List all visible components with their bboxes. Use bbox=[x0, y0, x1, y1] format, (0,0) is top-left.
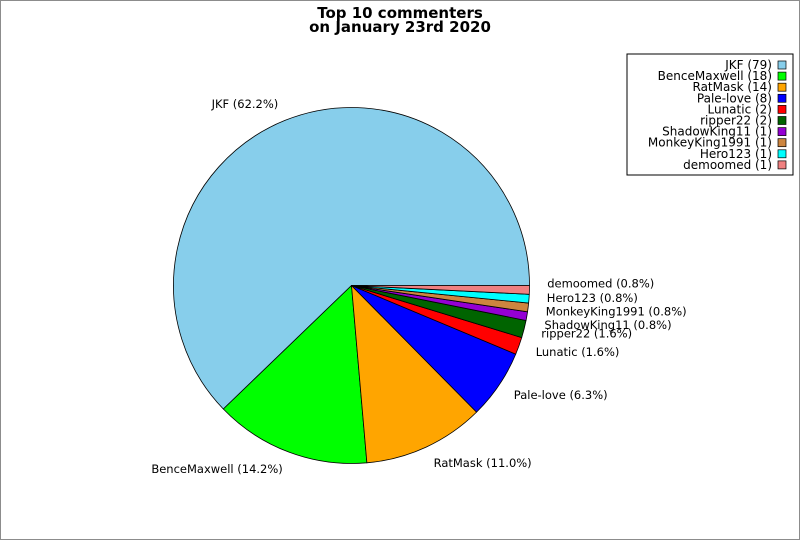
pie-slice-demoomed bbox=[351, 285, 530, 295]
legend-entry-demoomed: demoomed (1) bbox=[683, 158, 772, 172]
slice-labels: JKF (62.2%) BenceMaxwell (14.2%) RatMask (… bbox=[151, 97, 686, 476]
legend-entry-ripper22: ripper22 (2) bbox=[700, 114, 772, 128]
chart-title-line-1: Top 10 commenters bbox=[317, 4, 483, 22]
slice-label-monkeyking1991: MonkeyKing1991 (0.8%) bbox=[546, 305, 687, 319]
legend-entry-jkf: JKF (79) bbox=[724, 58, 772, 72]
legend-box bbox=[626, 53, 794, 176]
legend-swatch-lunatic bbox=[777, 105, 787, 114]
legend-swatch-jkf bbox=[777, 60, 787, 70]
legend-swatch-demoomed bbox=[777, 160, 787, 170]
legend-swatch-ratmask bbox=[777, 82, 787, 92]
legend-entry-monkeyking1991: MonkeyKing1991 (1) bbox=[648, 136, 772, 150]
slice-label-shadowking11: ShadowKing11 (0.8%) bbox=[544, 318, 671, 332]
slice-label-lunatic: Lunatic (1.6%) bbox=[536, 345, 620, 359]
chart-title-line-2: on January 23rd 2020 bbox=[309, 18, 491, 36]
legend-entry-shadowking11: ShadowKing11 (1) bbox=[662, 125, 772, 139]
legend-swatch-shadowking11 bbox=[777, 127, 787, 136]
slice-label-demoomed: demoomed (0.8%) bbox=[547, 276, 654, 290]
legend-swatch-bencemaxwell bbox=[777, 71, 787, 81]
slice-label-ripper22: ripper22 (1.6%) bbox=[541, 326, 632, 340]
legend-entry-lunatic: Lunatic (2) bbox=[708, 102, 773, 116]
pie-slices bbox=[173, 107, 530, 464]
slice-label-pale-love: Pale-love (6.3%) bbox=[514, 388, 608, 402]
legend-entry-bencemaxwell: BenceMaxwell (18) bbox=[658, 69, 772, 83]
legend-swatch-pale-love bbox=[777, 93, 787, 103]
legend-swatch-monkeyking1991 bbox=[777, 138, 787, 148]
legend-entry-ratmask: RatMask (14) bbox=[693, 80, 773, 94]
legend-entry-pale-love: Pale-love (8) bbox=[697, 91, 772, 105]
legend: JKF (79)BenceMaxwell (18)RatMask (14)Pal… bbox=[626, 53, 794, 176]
legend-entry-hero123: Hero123 (1) bbox=[700, 147, 772, 161]
legend-swatch-ripper22 bbox=[777, 116, 787, 125]
pie-slice-ratmask bbox=[351, 285, 477, 464]
slice-label-hero123: Hero123 (0.8%) bbox=[547, 291, 638, 305]
slice-label-ratmask: RatMask (11.0%) bbox=[434, 456, 532, 470]
pie-slice-jkf bbox=[173, 107, 530, 410]
slice-label-bencemaxwell: BenceMaxwell (14.2%) bbox=[151, 462, 282, 476]
pie-slice-bencemaxwell bbox=[222, 285, 368, 464]
legend-swatch-hero123 bbox=[777, 149, 787, 159]
slice-label-jkf: JKF (62.2%) bbox=[211, 97, 279, 111]
